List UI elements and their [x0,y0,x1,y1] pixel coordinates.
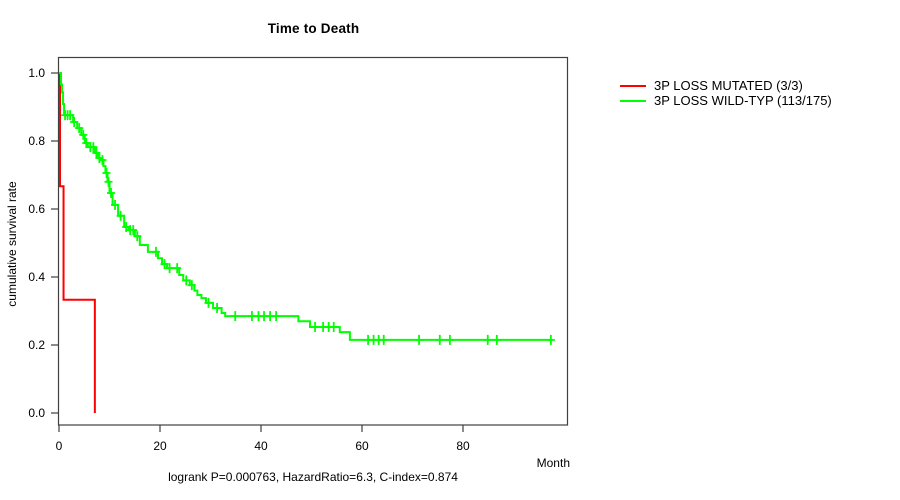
legend-line-swatch-green [620,99,646,102]
x-axis-title: Month [536,456,570,470]
y-tick-label: 0.2 [28,338,45,352]
x-tick-label: 20 [153,439,167,453]
y-tick-label: 1.0 [28,66,45,80]
legend-label-mutated: 3P LOSS MUTATED (3/3) [654,78,803,93]
y-tick-label: 0.8 [28,134,45,148]
chart-title: Time to Death [267,21,360,36]
plot-box [57,56,569,426]
x-tick-label: 80 [456,439,470,453]
y-tick-label: 0.0 [28,406,45,420]
legend-row-mutated: 3P LOSS MUTATED (3/3) [620,78,832,93]
x-tick-label: 0 [55,439,63,453]
y-axis-title: cumulative survival rate [5,181,19,307]
y-tick-label: 0.4 [28,270,45,284]
legend-row-wildtype: 3P LOSS WILD-TYP (113/175) [620,93,832,108]
survival-curve-wildtype [59,72,552,341]
statistics-caption: logrank P=0.000763, HazardRatio=6.3, C-i… [168,470,458,484]
legend-line-swatch-red [620,84,646,87]
legend-label-wildtype: 3P LOSS WILD-TYP (113/175) [654,93,832,108]
x-tick-label: 40 [254,439,268,453]
y-tick-label: 0.6 [28,202,45,216]
legend: 3P LOSS MUTATED (3/3) 3P LOSS WILD-TYP (… [620,78,832,108]
x-tick-label: 60 [355,439,369,453]
